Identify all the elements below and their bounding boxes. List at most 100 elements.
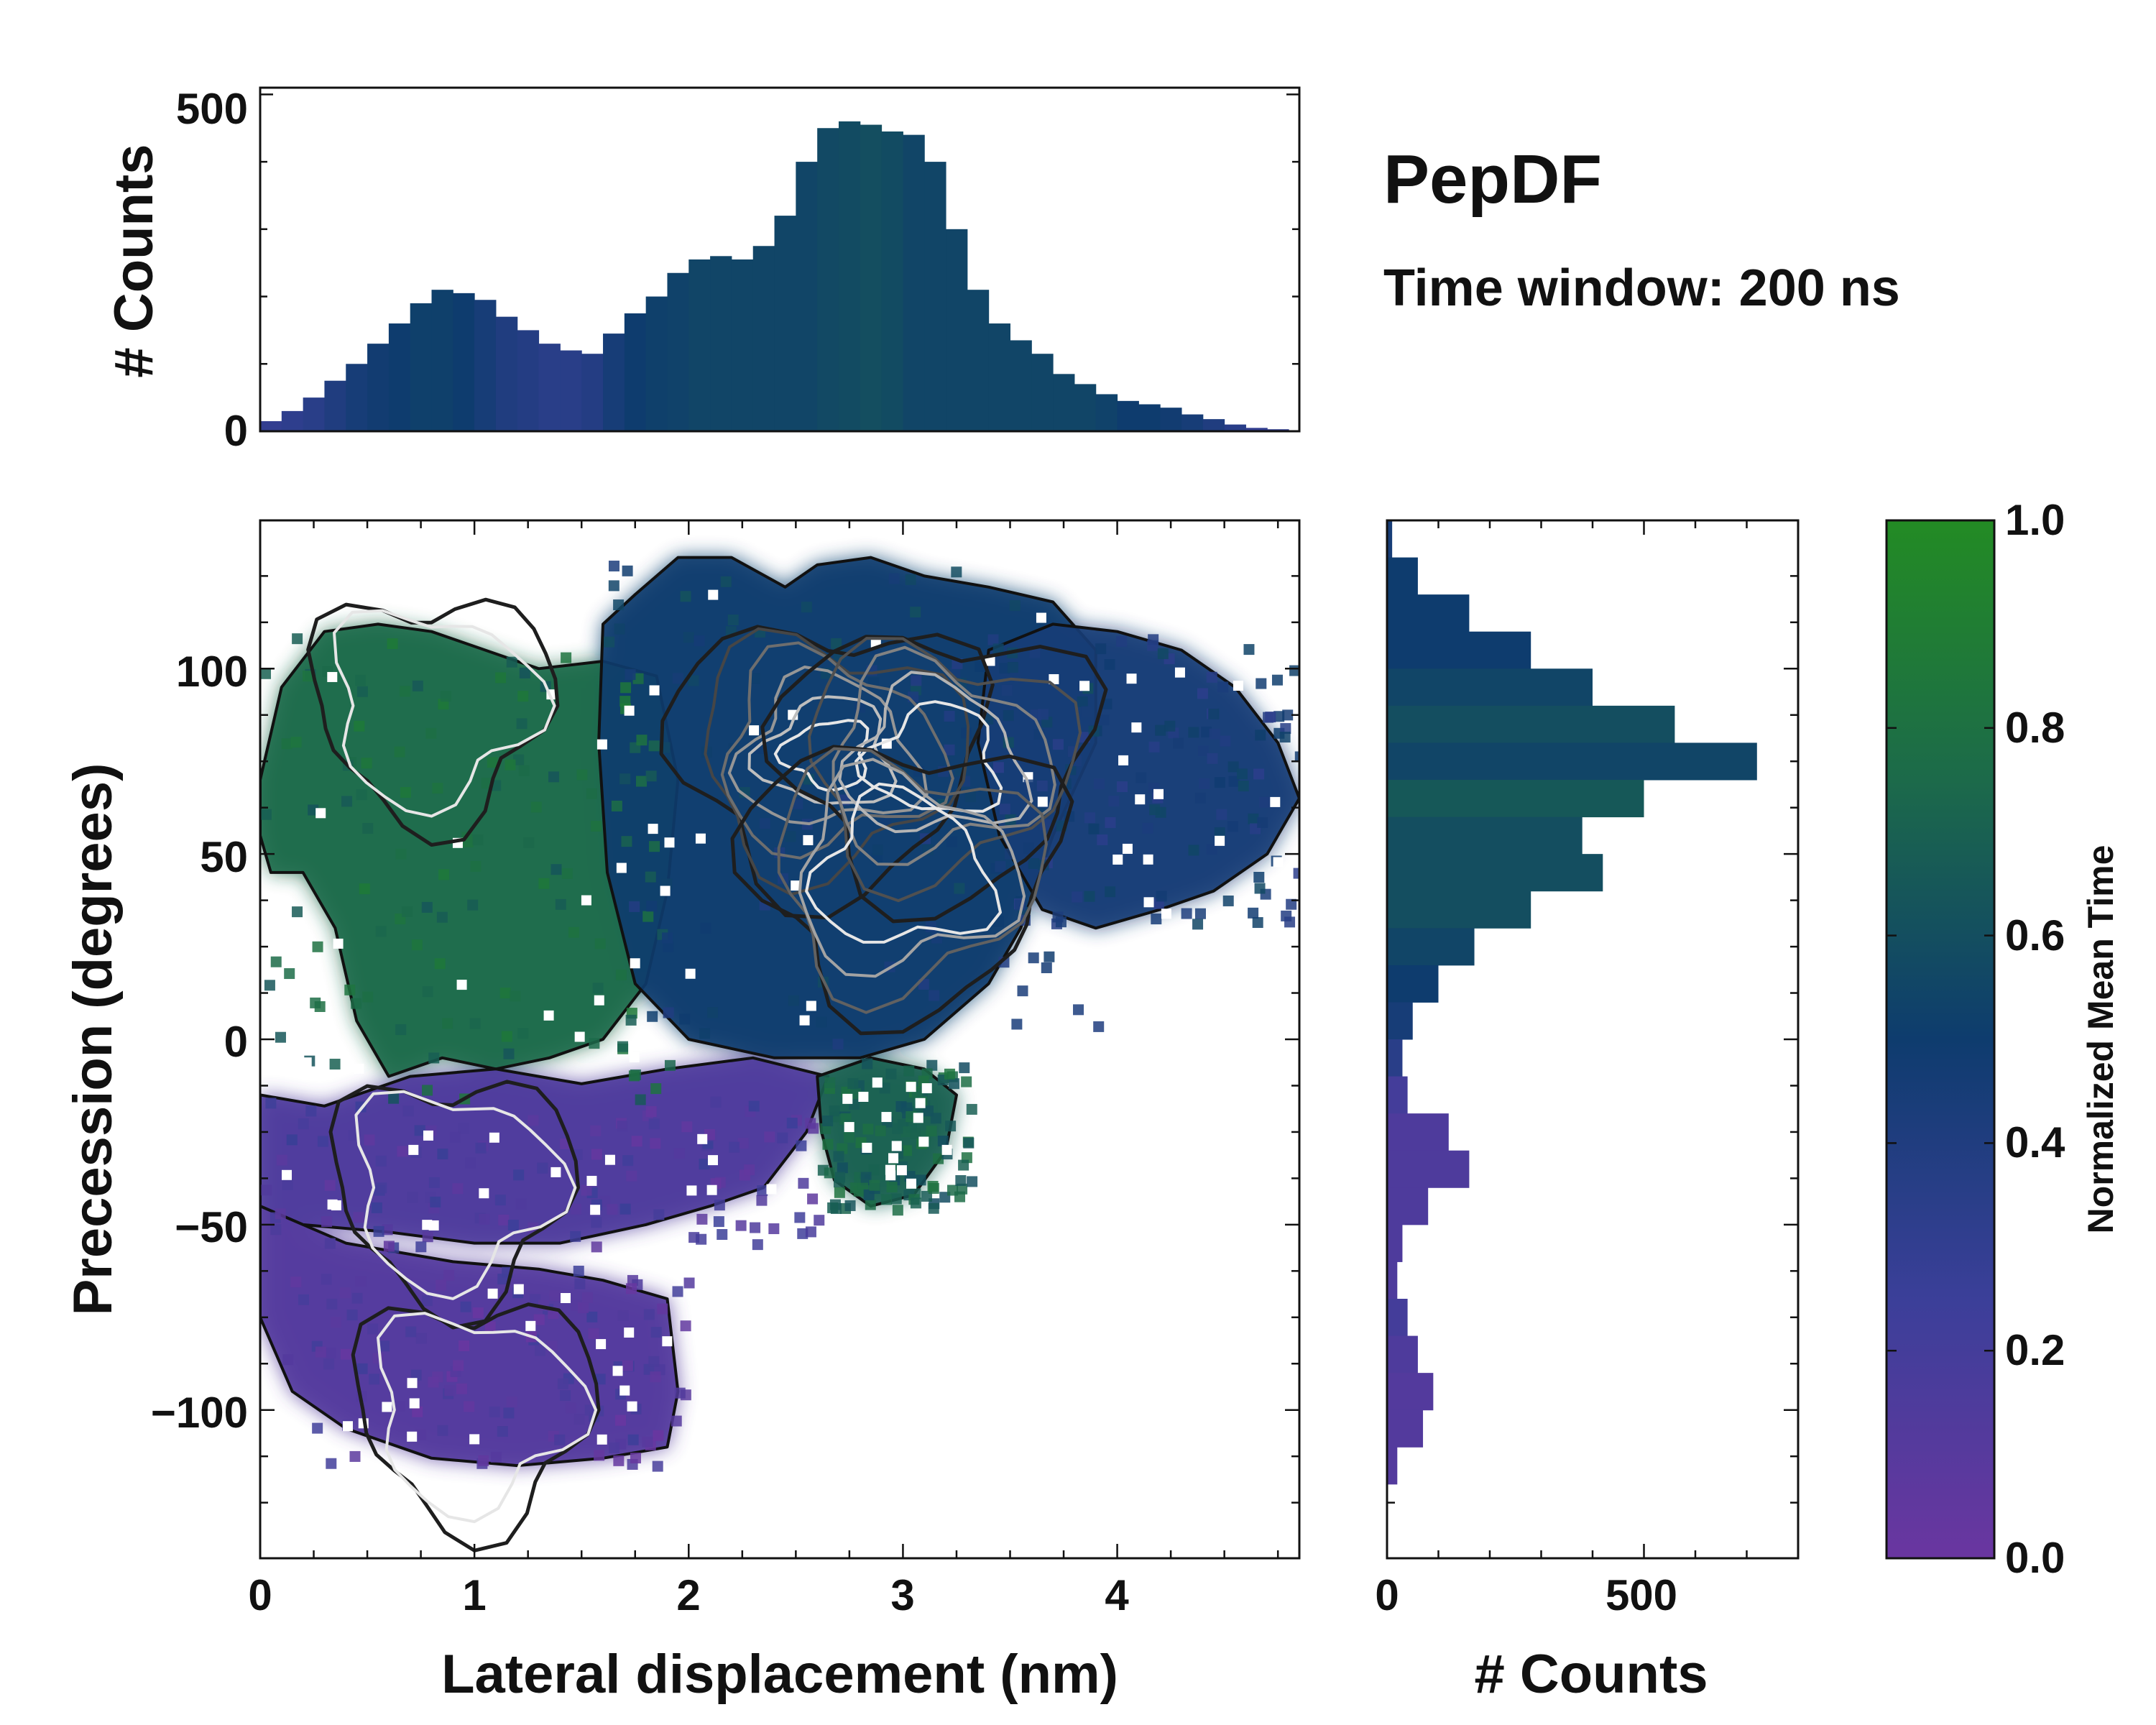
top-hist-bar <box>946 229 968 431</box>
heatmap-empty-bin <box>881 1112 892 1123</box>
heatmap-pixel <box>1098 714 1110 726</box>
heatmap-empty-bin <box>1122 843 1133 854</box>
heatmap-pixel <box>394 746 405 758</box>
heatmap-pixel <box>437 1425 448 1436</box>
heatmap-pixel <box>470 860 482 872</box>
heatmap-empty-bin <box>309 965 320 975</box>
heatmap-pixel <box>822 1116 834 1127</box>
heatmap-pixel <box>364 1134 375 1146</box>
top-hist-bar <box>881 131 903 431</box>
heatmap-pixel <box>663 1007 674 1018</box>
heatmap-pixel <box>647 1011 658 1022</box>
heatmap-pixel <box>1199 778 1210 789</box>
heatmap-pixel <box>1105 817 1116 829</box>
top-hist-bar <box>453 293 475 431</box>
heatmap-empty-bin <box>513 1284 524 1294</box>
heatmap-pixel <box>757 1184 768 1196</box>
heatmap-pixel <box>510 990 521 1002</box>
heatmap-pixel <box>625 1283 637 1294</box>
heatmap-pixel <box>298 1118 309 1130</box>
top-hist-bar <box>903 134 925 431</box>
top-histogram: 500 0 # Counts <box>103 85 1301 455</box>
heatmap-empty-bin <box>619 1385 630 1396</box>
heatmap-pixel <box>905 574 916 585</box>
heatmap-pixel <box>1286 898 1297 910</box>
heatmap-pixel <box>421 1295 433 1307</box>
top-hist-bar <box>346 364 368 431</box>
heatmap-pixel <box>282 1179 293 1190</box>
heatmap-pixel <box>405 1326 417 1338</box>
top-hist-bar <box>431 290 453 431</box>
heatmap-pixel <box>594 938 606 949</box>
heatmap-pixel <box>436 911 448 923</box>
heatmap-pixel <box>1206 671 1217 683</box>
heatmap-pixel <box>570 1203 581 1215</box>
density-contour <box>328 1080 580 1330</box>
heatmap-pixel <box>376 1182 387 1194</box>
heatmap-pixel <box>679 1013 691 1025</box>
heatmap-pixel <box>860 1172 872 1183</box>
density-contour <box>773 719 870 792</box>
heatmap-pixel <box>798 1177 809 1189</box>
heatmap-empty-bin <box>282 1169 292 1180</box>
heatmap-pixel <box>805 1118 816 1129</box>
heatmap-pixel <box>645 871 656 883</box>
ytick-label-minus100: −100 <box>151 1389 248 1437</box>
heatmap-pixel <box>490 1451 502 1463</box>
heatmap-pixel <box>926 1126 937 1137</box>
heatmap-pixel <box>467 899 479 911</box>
heatmap-pixel <box>290 737 302 748</box>
heatmap-pixel <box>699 1159 710 1170</box>
xtick-label-4: 4 <box>1105 1571 1129 1619</box>
heatmap-pixel <box>590 820 602 832</box>
heatmap-pixel <box>537 1162 548 1174</box>
density-contour <box>777 747 1048 1014</box>
heatmap-empty-bin <box>941 1144 952 1155</box>
density-contour <box>377 1312 598 1524</box>
heatmap-pixel <box>944 1068 955 1080</box>
heatmap-pixel <box>530 801 542 813</box>
heatmap-empty-bin <box>686 1185 697 1196</box>
heatmap-pixel <box>1243 644 1255 656</box>
heatmap-pixel <box>847 1078 859 1090</box>
top-hist-bar <box>581 354 604 431</box>
heatmap-pixel <box>442 1018 453 1029</box>
heatmap-pixel <box>631 1136 642 1147</box>
heatmap-pixel <box>915 1174 926 1186</box>
density-contours <box>306 597 1108 1552</box>
heatmap-pixel <box>312 1422 323 1434</box>
heatmap-pixel <box>498 1214 510 1225</box>
heatmap-pixel <box>619 773 631 785</box>
heatmap-pixel <box>694 635 705 647</box>
heatmap-pixel <box>1197 745 1209 757</box>
heatmap-pixel <box>292 906 303 918</box>
heatmap-empty-bin <box>662 1336 673 1347</box>
heatmap-pixel <box>369 1374 380 1385</box>
heatmap-empty-bin <box>918 1136 929 1147</box>
heatmap-pixel <box>646 901 658 912</box>
density-contour <box>306 597 560 847</box>
heatmap-pixel <box>321 1216 333 1228</box>
heatmap-pixel <box>944 710 955 722</box>
heatmap-pixel <box>849 1088 861 1100</box>
heatmap-pixel <box>1157 648 1169 660</box>
heatmap-pixel <box>829 1105 840 1117</box>
heatmap-empty-bin <box>1126 673 1137 684</box>
heatmap-empty-bin <box>630 958 640 969</box>
top-hist-bar <box>752 246 775 431</box>
heatmap-pixel <box>663 941 674 952</box>
heatmap-pixel <box>395 848 407 860</box>
heatmap-pixel <box>832 1039 844 1050</box>
top-hist-bar <box>924 162 946 432</box>
right-hist-bar <box>1387 816 1583 855</box>
xtick-label-0: 0 <box>248 1571 272 1619</box>
main-xlabel: Lateral displacement (nm) <box>441 1644 1118 1705</box>
heatmap-pixel <box>460 1301 471 1312</box>
heatmap-pixel <box>1259 796 1271 808</box>
heatmap-pixel <box>361 758 372 769</box>
heatmap-pixel <box>375 926 387 937</box>
heatmap-pixel <box>681 1121 693 1133</box>
heatmap-pixel <box>475 1142 487 1154</box>
heatmap-pixel <box>642 1436 653 1448</box>
heatmap-pixel <box>1209 728 1220 740</box>
